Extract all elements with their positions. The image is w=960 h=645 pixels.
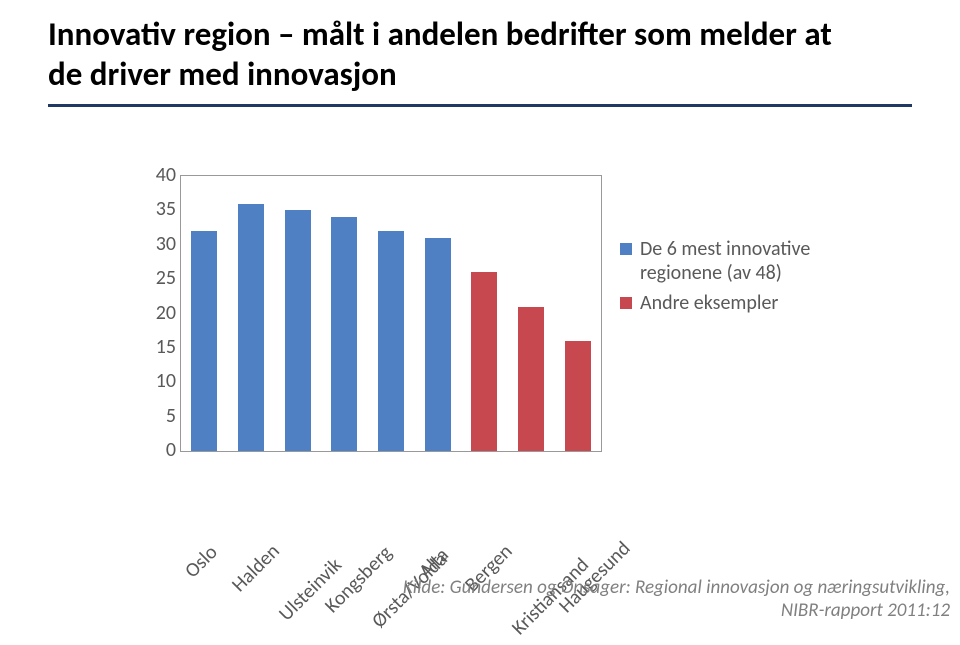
legend-swatch [620, 297, 632, 309]
legend-swatch [620, 243, 632, 255]
slide-title: Innovativ region – målt i andelen bedrif… [48, 14, 868, 95]
title-rule [48, 104, 912, 107]
bar [518, 307, 544, 451]
x-axis-labels: OsloHaldenUlsteinvikKongsbergØrsta/Volda… [180, 457, 650, 552]
bar [378, 231, 404, 451]
bar [331, 217, 357, 451]
legend-item: Andre eksempler [620, 291, 860, 315]
y-tick-label: 5 [142, 404, 176, 428]
y-axis-labels: 0 5 10 15 20 25 30 35 40 [142, 165, 176, 460]
x-tick-label: Oslo [180, 541, 223, 584]
legend: De 6 mest innovative regionene (av 48) An… [620, 237, 860, 321]
y-tick-label: 20 [142, 301, 176, 325]
legend-label: De 6 mest innovative regionene (av 48) [640, 237, 860, 285]
y-tick-label: 30 [142, 232, 176, 256]
bar [191, 231, 217, 451]
y-tick-label: 0 [142, 438, 176, 462]
bar [565, 341, 591, 451]
bar [238, 204, 264, 452]
slide: Innovativ region – målt i andelen bedrif… [0, 0, 960, 645]
bar-chart: 0510152025303540 OsloHaldenUlsteinvikKon… [110, 175, 840, 545]
source-line-2: NIBR-rapport 2011:12 [781, 599, 950, 622]
legend-item: De 6 mest innovative regionene (av 48) [620, 237, 860, 285]
y-tick-label: 10 [142, 369, 176, 393]
plot-area [180, 175, 602, 452]
source-line-1: Kilde: Gundersen og Onsager: Regional in… [403, 576, 950, 599]
legend-label: Andre eksempler [640, 291, 778, 315]
y-tick-label: 40 [142, 163, 176, 187]
bar [425, 238, 451, 451]
bar [285, 210, 311, 451]
y-tick-label: 15 [142, 335, 176, 359]
y-tick-label: 25 [142, 266, 176, 290]
bar [471, 272, 497, 451]
x-tick-label: Halden [227, 540, 285, 598]
source-citation: Kilde: Gundersen og Onsager: Regional in… [290, 576, 950, 624]
y-tick-label: 35 [142, 197, 176, 221]
